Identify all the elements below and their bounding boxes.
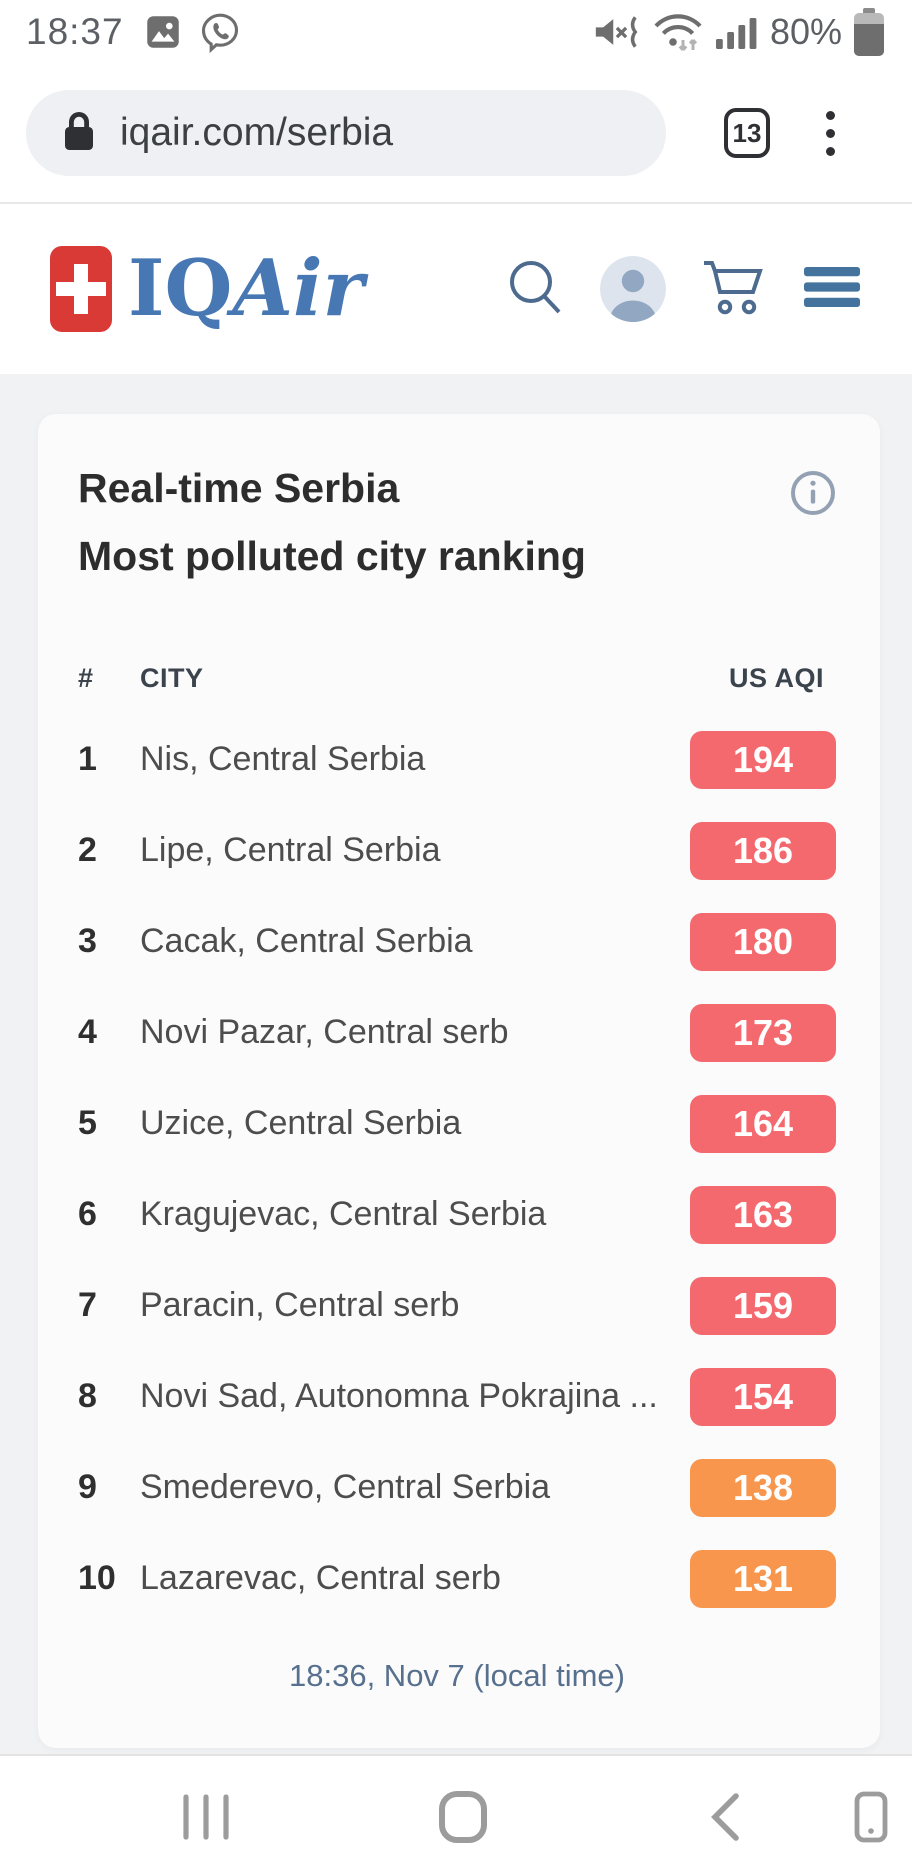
ranking-rows: 1 Nis, Central Serbia 194 2 Lipe, Centra… [78,714,836,1624]
aqi-badge: 138 [690,1458,836,1517]
back-button[interactable] [708,1792,742,1842]
row-city[interactable]: Smederevo, Central Serbia [140,1468,551,1506]
logo-wordmark: IQAir [128,243,364,334]
swiss-cross-icon [50,246,112,332]
row-rank: 3 [78,922,97,960]
tab-count-button[interactable]: 13 [724,108,770,158]
table-row[interactable]: 9 Smederevo, Central Serbia 138 [78,1442,836,1533]
gallery-notification-icon [142,11,184,53]
user-avatar[interactable] [600,256,666,322]
row-city[interactable]: Cacak, Central Serbia [140,922,473,960]
aqi-badge: 159 [690,1276,836,1335]
url-text[interactable]: iqair.com/serbia [120,111,394,154]
iqair-logo[interactable]: IQAir [50,246,364,332]
row-rank: 5 [78,1104,97,1142]
cart-icon[interactable] [700,256,768,323]
table-header: # CITY US AQI [78,663,836,694]
android-nav-bar [0,1758,912,1875]
home-button[interactable] [436,1790,490,1844]
card-title-line2: Most polluted city ranking [78,533,586,579]
aqi-badge: 131 [690,1549,836,1608]
site-header: IQAir [0,204,912,374]
table-row[interactable]: 10 Lazarevac, Central serb 131 [78,1533,836,1624]
table-row[interactable]: 3 Cacak, Central Serbia 180 [78,896,836,987]
column-rank: # [78,663,94,693]
toolbar-divider [0,202,912,204]
row-city[interactable]: Paracin, Central serb [140,1286,460,1324]
status-bar: 18:37 [0,0,912,64]
table-row[interactable]: 2 Lipe, Central Serbia 186 [78,805,836,896]
battery-icon [852,7,886,57]
row-rank: 9 [78,1468,97,1506]
url-bar[interactable]: iqair.com/serbia [26,90,666,176]
row-city[interactable]: Lipe, Central Serbia [140,831,441,869]
table-row[interactable]: 4 Novi Pazar, Central serb 173 [78,987,836,1078]
aqi-badge: 194 [690,730,836,789]
aqi-badge: 164 [690,1094,836,1153]
row-rank: 10 [78,1559,116,1597]
aqi-badge: 180 [690,912,836,971]
ranking-card: Real-time Serbia Most polluted city rank… [38,414,880,1748]
row-rank: 8 [78,1377,97,1415]
local-time-stamp: 18:36, Nov 7 (local time) [289,1658,625,1693]
browser-toolbar: iqair.com/serbia 13 [0,64,912,202]
table-row[interactable]: 6 Kragujevac, Central Serbia 163 [78,1169,836,1260]
phone-panel-button[interactable] [853,1790,889,1844]
row-rank: 4 [78,1013,97,1051]
aqi-badge: 163 [690,1185,836,1244]
row-city[interactable]: Nis, Central Serbia [140,740,426,778]
row-city[interactable]: Lazarevac, Central serb [140,1559,501,1597]
browser-menu-button[interactable] [826,110,835,156]
signal-strength-icon [714,11,760,53]
row-rank: 7 [78,1286,97,1324]
row-rank: 6 [78,1195,97,1233]
recents-button[interactable] [178,1793,234,1841]
aqi-badge: 173 [690,1003,836,1062]
column-aqi: US AQI [728,663,824,693]
row-city[interactable]: Novi Sad, Autonomna Pokrajina ... [140,1377,658,1415]
viber-notification-icon [198,10,242,54]
table-row[interactable]: 7 Paracin, Central serb 159 [78,1260,836,1351]
search-icon[interactable] [504,256,566,323]
aqi-badge: 186 [690,821,836,880]
info-icon[interactable] [790,470,836,521]
row-rank: 1 [78,740,97,778]
mute-vibrate-icon [590,10,642,54]
status-time: 18:37 [26,11,124,52]
hamburger-menu-icon[interactable] [802,263,862,316]
aqi-badge: 154 [690,1367,836,1426]
table-row[interactable]: 8 Novi Sad, Autonomna Pokrajina ... 154 [78,1351,836,1442]
wifi-icon [652,9,704,55]
table-row[interactable]: 1 Nis, Central Serbia 194 [78,714,836,805]
page-background: Real-time Serbia Most polluted city rank… [0,374,912,1756]
row-rank: 2 [78,831,97,869]
column-city: CITY [140,663,204,693]
row-city[interactable]: Novi Pazar, Central serb [140,1013,509,1051]
lock-icon [60,109,98,158]
table-row[interactable]: 5 Uzice, Central Serbia 164 [78,1078,836,1169]
row-city[interactable]: Kragujevac, Central Serbia [140,1195,547,1233]
row-city[interactable]: Uzice, Central Serbia [140,1104,462,1142]
battery-percent: 80% [769,11,842,52]
card-title-line1: Real-time Serbia [78,465,400,511]
navbar-divider [0,1754,912,1756]
